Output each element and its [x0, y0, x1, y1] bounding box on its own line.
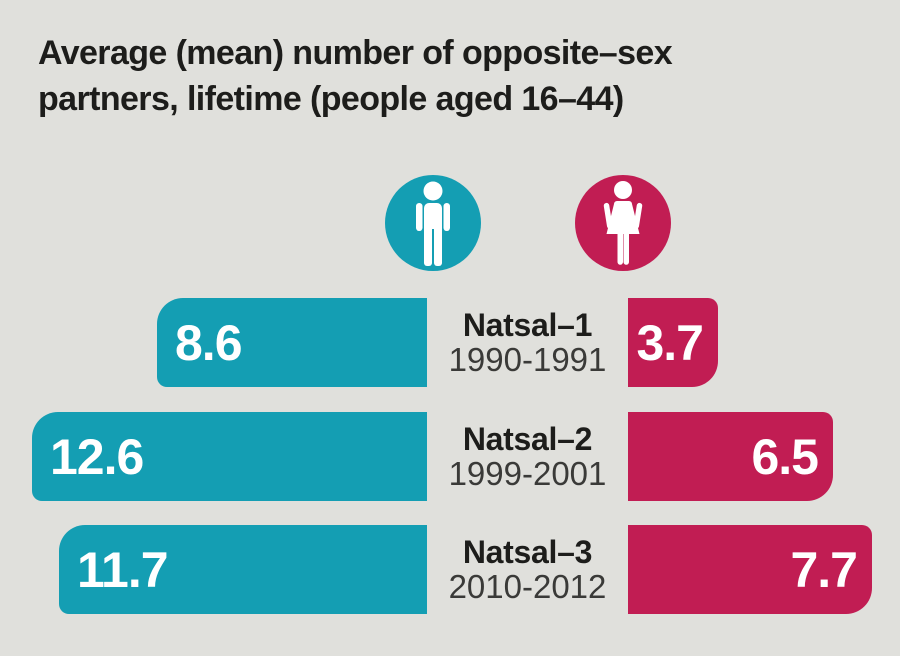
male-legend-circle [385, 175, 481, 271]
female-bar-value: 6.5 [751, 428, 819, 485]
male-icon [416, 181, 450, 266]
male-bar-value: 8.6 [175, 314, 243, 371]
female-bar-value: 7.7 [790, 541, 858, 598]
female-bar-value: 3.7 [636, 314, 704, 371]
chart-title: Average (mean) number of opposite–sex pa… [38, 30, 673, 122]
row-label-natsal-2: Natsal–2 1999-2001 [427, 412, 628, 501]
female-legend-circle [575, 175, 671, 271]
row-label-natsal-3: Natsal–3 2010-2012 [427, 525, 628, 614]
survey-years: 1990-1991 [448, 341, 607, 378]
male-bar-natsal-1: 8.6 [157, 298, 427, 387]
male-bar-natsal-2: 12.6 [32, 412, 427, 501]
male-bar-value: 11.7 [77, 541, 169, 598]
female-bar-natsal-1: 3.7 [628, 298, 718, 387]
chart-title-line2: partners, lifetime (people aged 16–44) [38, 80, 624, 118]
survey-name: Natsal–3 [462, 534, 593, 570]
survey-years: 1999-2001 [448, 455, 607, 492]
survey-name: Natsal–2 [462, 421, 593, 457]
survey-name: Natsal–1 [462, 307, 593, 343]
male-bar-natsal-3: 11.7 [59, 525, 427, 614]
female-icon [603, 181, 643, 265]
female-bar-natsal-2: 6.5 [628, 412, 833, 501]
row-label-natsal-1: Natsal–1 1990-1991 [427, 298, 628, 387]
survey-years: 2010-2012 [448, 568, 607, 605]
female-bar-natsal-3: 7.7 [628, 525, 872, 614]
male-bar-value: 12.6 [50, 428, 144, 485]
chart-title-line1: Average (mean) number of opposite–sex [38, 34, 673, 72]
